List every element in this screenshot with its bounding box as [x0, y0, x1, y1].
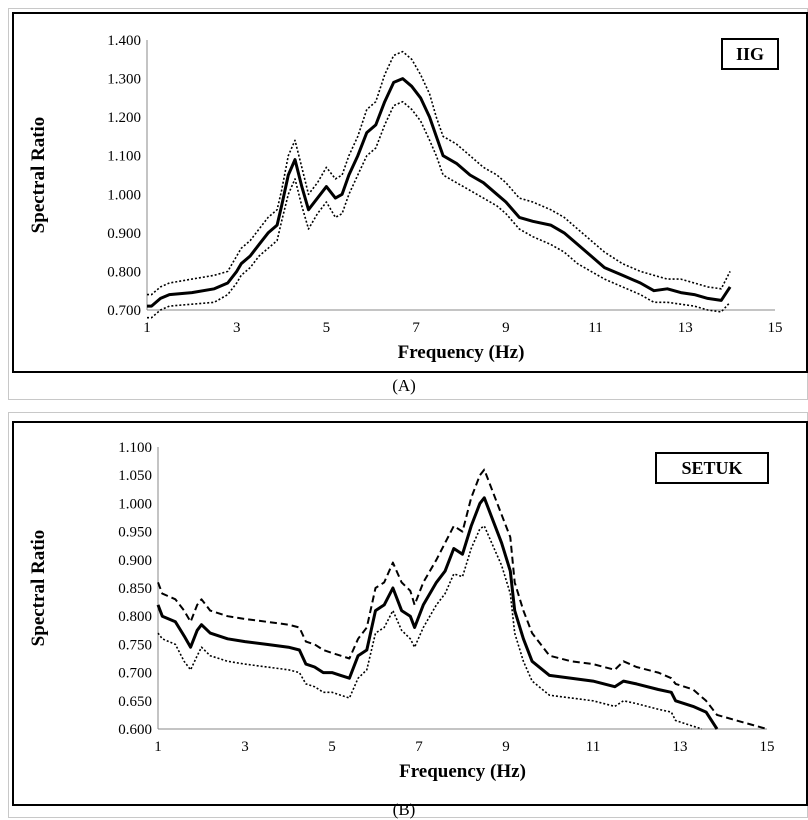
y-tick-label: 0.750	[118, 637, 152, 653]
y-tick-label: 0.600	[118, 722, 152, 738]
y-tick-label: 0.900	[118, 553, 152, 569]
y-axis-title: Spectral Ratio	[28, 117, 49, 234]
x-tick-label: 13	[678, 320, 693, 336]
chart-box: 0.600 0.650 0.700 0.750 0.800 0.850 0.900 0.950…	[12, 421, 808, 806]
y-tick-label: 0.700	[118, 666, 152, 682]
series-line-dotted-1	[147, 50, 731, 296]
series-line-solid-0	[147, 77, 732, 308]
y-tick-label: 0.950	[118, 525, 152, 541]
x-tick-label: 1	[154, 739, 162, 755]
y-tick-label: 1.100	[107, 149, 141, 165]
x-tick-label: 7	[415, 739, 423, 755]
x-tick-label: 13	[673, 739, 688, 755]
y-tick-label: 1.400	[107, 33, 141, 49]
station-label: SETUK	[681, 458, 742, 478]
x-tick-label: 3	[233, 320, 241, 336]
x-tick-label: 7	[412, 320, 420, 336]
x-tick-label: 5	[328, 739, 336, 755]
x-tick-label: 15	[760, 739, 775, 755]
y-axis-title: Spectral Ratio	[28, 530, 49, 647]
y-tick-label: 1.000	[118, 496, 152, 512]
series-line-solid-0	[156, 496, 719, 730]
y-tick-label: 0.800	[107, 264, 141, 280]
y-tick-label: 1.050	[118, 468, 152, 484]
x-tick-label: 9	[502, 320, 510, 336]
series-line-dashed-1	[157, 468, 768, 730]
station-label-box	[721, 38, 779, 70]
y-tick-label: 0.650	[118, 694, 152, 710]
chart-panel-a: 0.700 0.800 0.900 1.000 1.100 1.200 1.300 1.400…	[0, 0, 808, 400]
y-tick-label: 0.850	[118, 581, 152, 597]
x-tick-label: 3	[241, 739, 249, 755]
y-tick-label: 0.700	[107, 303, 141, 319]
y-tick-label: 0.800	[118, 609, 152, 625]
y-tick-label: 1.100	[118, 440, 152, 456]
chart-box: 0.700 0.800 0.900 1.000 1.100 1.200 1.300 1.400…	[12, 12, 808, 373]
y-tick-label: 1.200	[107, 110, 141, 126]
chart-svg-b: 0.600 0.650 0.700 0.750 0.800 0.850 0.900 0.950…	[28, 440, 775, 782]
station-label-box	[655, 452, 769, 484]
x-tick-label: 15	[768, 320, 783, 336]
chart-svg-a: 0.700 0.800 0.900 1.000 1.100 1.200 1.300 1.400…	[28, 33, 783, 363]
x-tick-label: 11	[586, 739, 600, 755]
x-tick-label: 5	[323, 320, 331, 336]
caption-b: (B)	[392, 800, 416, 819]
series-line-dotted-2	[157, 525, 703, 730]
x-tick-label: 9	[502, 739, 510, 755]
x-axis-title: Frequency (Hz)	[399, 761, 526, 782]
caption-a: (A)	[392, 376, 416, 395]
x-tick-label: 1	[143, 320, 151, 336]
y-tick-label: 1.300	[107, 72, 141, 88]
station-label: IIG	[736, 44, 764, 64]
y-tick-label: 0.900	[107, 226, 141, 242]
y-tick-label: 1.000	[107, 187, 141, 203]
chart-panel-b: 0.600 0.650 0.700 0.750 0.800 0.850 0.900 0.950…	[0, 405, 808, 819]
x-tick-label: 11	[588, 320, 602, 336]
x-axis-title: Frequency (Hz)	[398, 342, 525, 363]
